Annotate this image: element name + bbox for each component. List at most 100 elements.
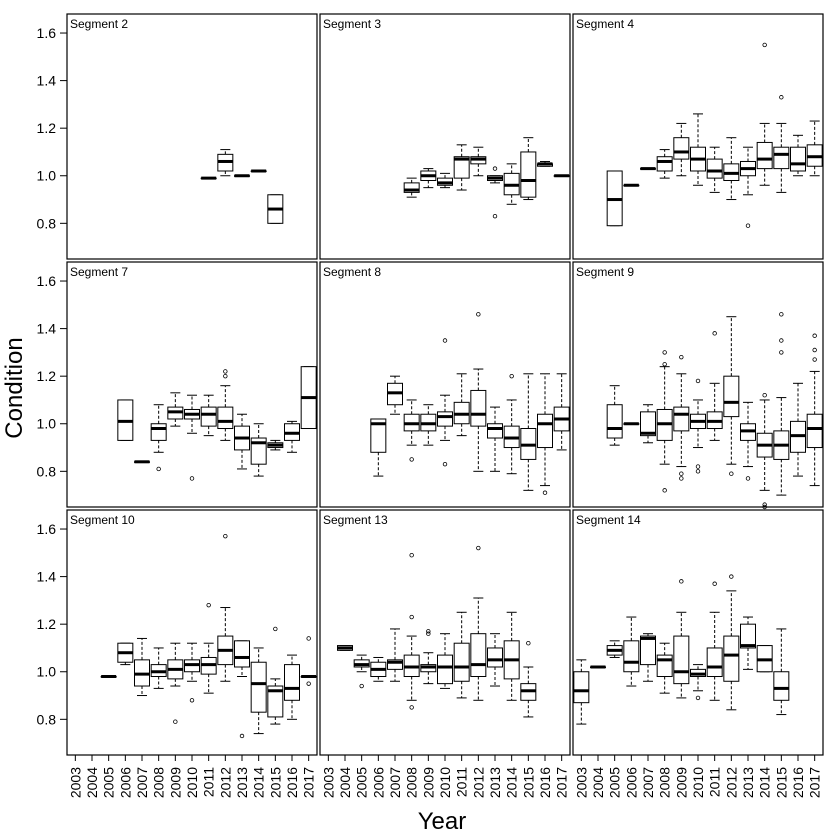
iqr-box (723, 375, 740, 418)
x-tick-label: 2008 (404, 767, 420, 798)
outlier-point (509, 373, 514, 379)
outlier-point (729, 574, 734, 579)
box-2010 (184, 642, 200, 703)
box-2006 (117, 399, 134, 441)
panel-title: Segment 7 (70, 265, 128, 279)
box-2012 (217, 369, 234, 441)
x-tick-label: 2015 (520, 767, 536, 798)
outlier-point (173, 719, 178, 724)
box-2015 (267, 194, 284, 224)
panel-segment-14: Segment 14 (572, 509, 824, 756)
iqr-box (470, 633, 487, 678)
panel-title: Segment 9 (576, 265, 634, 279)
box-2009 (420, 404, 437, 446)
y-axis-ticks: 0.8 1.0 1.2 1.4 1.6 0.8 1.0 1.2 1.4 1.6 0.8 1.0 1.2 1… (37, 25, 67, 727)
outlier-point (695, 464, 701, 469)
iqr-box (723, 635, 740, 682)
outlier-point (779, 338, 784, 343)
x-tick-label: 2009 (673, 767, 689, 798)
y-tick-label: 0.8 (37, 215, 57, 231)
outlier-point (679, 476, 684, 481)
x-tick-label: 2003 (573, 767, 589, 798)
x-tick-label: 2017 (554, 767, 570, 798)
outlier-point (779, 350, 784, 355)
x-tick-label: 2008 (151, 767, 167, 798)
box-2005 (100, 675, 117, 679)
box-2013 (234, 413, 250, 470)
y-tick-label: 1.4 (37, 569, 57, 585)
panel-frame (572, 261, 824, 508)
iqr-box (773, 671, 790, 701)
x-tick-label: 2006 (117, 767, 133, 798)
x-tick-label: 2009 (167, 767, 183, 798)
panel-title: Segment 4 (576, 17, 634, 31)
box-2013 (234, 174, 250, 178)
panel-segment-3: Segment 3 (319, 13, 571, 260)
box-2010 (184, 394, 200, 481)
iqr-box (267, 685, 284, 718)
panel-frame (66, 261, 318, 508)
box-2006 (370, 656, 387, 682)
iqr-box (790, 146, 806, 172)
outlier-point (206, 602, 211, 608)
box-2007 (387, 375, 403, 415)
outlier-point (359, 683, 364, 689)
outlier-point (762, 42, 767, 48)
box-2006 (117, 642, 134, 666)
box-2006 (623, 616, 640, 687)
box-2010 (437, 633, 453, 689)
box-2014 (756, 645, 773, 673)
x-tick-label: 2004 (84, 767, 100, 798)
outlier-point (409, 705, 414, 710)
iqr-box (740, 623, 756, 649)
box-2009 (420, 629, 437, 685)
panel-frame (319, 261, 571, 508)
box-2017 (553, 174, 570, 178)
iqr-box (437, 654, 453, 685)
box-2007 (134, 460, 150, 464)
outlier-point (762, 393, 767, 398)
outlier-point (409, 457, 414, 462)
iqr-box (673, 406, 690, 432)
outlier-point (812, 347, 817, 353)
iqr-box (773, 146, 790, 170)
y-tick-label: 1.0 (37, 416, 57, 432)
box-2013 (487, 633, 503, 687)
iqr-box (250, 661, 267, 713)
box-2008 (150, 404, 167, 472)
iqr-box (656, 654, 673, 678)
box-2015 (267, 626, 284, 725)
outlier-point (426, 631, 431, 636)
box-2006 (370, 418, 387, 477)
outlier-point (679, 354, 684, 360)
x-tick-label: 2016 (790, 767, 806, 798)
x-axis-label: Year (418, 808, 467, 835)
x-tick-label: 2012 (723, 767, 739, 798)
box-2010 (690, 378, 706, 474)
iqr-box (806, 413, 823, 449)
panel-frame (572, 13, 824, 260)
panel-segment-7: Segment 7 (66, 261, 318, 508)
iqr-box (640, 411, 656, 437)
box-2011 (453, 611, 470, 699)
x-tick-label: 2005 (354, 767, 370, 798)
outlier-point (492, 213, 498, 219)
y-tick-label: 1.2 (37, 120, 57, 136)
y-tick-label: 1.0 (37, 168, 57, 184)
box-2012 (217, 149, 234, 177)
iqr-box (370, 418, 387, 453)
y-tick-label: 1.2 (37, 368, 57, 384)
outlier-point (745, 476, 751, 481)
box-2016 (537, 373, 553, 495)
x-axis-ticks: 2003 2004 2005 2006 2007 2008 2009 2010 2011 2012… (67, 755, 823, 798)
box-2004 (337, 645, 353, 651)
iqr-box (453, 642, 470, 682)
box-2011 (453, 144, 470, 191)
box-2013 (487, 166, 503, 219)
y-tick-label: 0.8 (37, 711, 57, 727)
box-2015 (773, 628, 790, 716)
iqr-box (453, 156, 470, 179)
box-2014 (250, 423, 267, 477)
iqr-box (756, 141, 773, 170)
